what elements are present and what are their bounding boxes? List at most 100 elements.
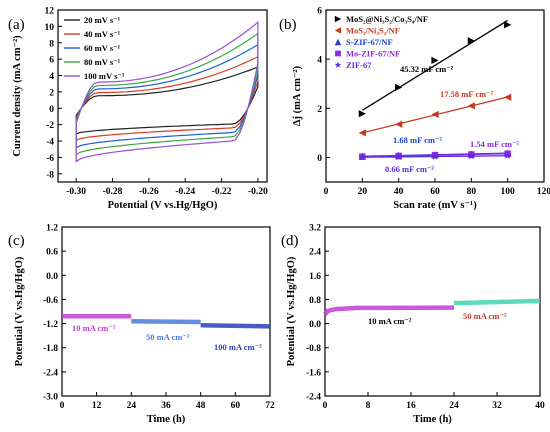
x-axis-label: Scan rate (mV s⁻¹) [393,200,477,211]
panel-label: (a) [8,17,25,33]
x-tick-label: 40 [535,401,545,411]
x-tick-label: 0 [60,401,65,411]
legend-label: 40 mV s⁻¹ [84,29,121,39]
data-point [335,50,341,57]
cv-curve [75,55,259,142]
y-tick-label: 0 [317,154,322,164]
y-tick-label: 6 [49,56,54,66]
panel-a-cv-curves: -0.30 -0.28 -0.26 -0.24 -0.22 -0.20 -8 -6 -4 -2 0 2… [8,7,268,212]
current-density-label: 10 mA cm⁻² [368,316,412,326]
plot-frame [61,226,271,397]
y-tick-label: 10 [45,23,55,33]
fit-line [361,19,509,111]
plot-frame [324,226,541,397]
data-point [395,120,403,128]
y-tick-label: 3.2 [309,224,321,234]
y-tick-label: 2.4 [309,248,321,258]
data-point [358,129,366,137]
data-point [467,102,475,110]
x-axis-label: Potential (V vs.Hg/HgO) [108,200,218,211]
x-axis-label: Time (h) [147,414,186,425]
legend-label: 80 mV s⁻¹ [84,57,121,67]
x-tick-label: 48 [196,401,206,411]
panel-d-stability-plot: 0 8 16 24 32 40 -2.4 -1.6 -0.8 0.0 0.8 1.6 2.4 3.2 Tim… [281,224,545,426]
y-tick-label: 8 [49,39,54,49]
y-tick-label: -1.2 [43,320,58,330]
x-tick-label: 60 [430,187,440,197]
x-tick-label: 16 [406,401,416,411]
data-point [334,27,342,34]
data-point [504,21,512,29]
data-point [358,110,366,118]
y-axis-label: Δj (mA cm⁻²) [292,65,303,126]
y-tick-label: 0.6 [46,248,58,258]
data-point [395,83,403,91]
x-tick-label: 0 [323,401,328,411]
y-axis-label: Potential (V vs.Hg/HgO) [14,256,25,366]
stability-trace [200,322,271,329]
x-tick-label: 24 [127,401,137,411]
y-tick-label: -8 [46,170,54,180]
current-density-label: 10 mA cm⁻² [72,323,116,333]
y-tick-label: -0.8 [306,344,321,354]
legend-label: MoS₂@Ni₃S₂/Co₃S₄/NF [346,14,428,24]
panel-label: (d) [281,233,299,249]
x-tick-label: -0.24 [175,187,195,197]
y-tick-label: -2 [46,121,54,131]
x-tick-label: 0 [324,187,329,197]
data-point [431,152,439,160]
x-tick-label: 24 [449,401,459,411]
panel-label: (b) [279,17,297,33]
x-tick-label: 20 [358,187,368,197]
y-tick-label: 1.2 [46,224,58,234]
legend-label: MoS₂/Ni₃S₂/NF [346,26,400,36]
y-tick-label: -0.6 [43,296,58,306]
cv-curve [75,43,259,149]
cv-curve [75,32,259,156]
y-tick-label: 4 [49,72,54,82]
y-tick-label: 0.0 [309,320,321,330]
x-tick-label: 40 [394,187,404,197]
stability-trace [323,305,455,316]
x-tick-label: -0.20 [248,187,268,197]
data-point [431,56,439,64]
y-tick-label: 2 [317,105,322,115]
y-tick-label: 0.8 [309,296,321,306]
data-point [394,153,403,161]
stability-trace [131,318,201,325]
x-tick-label: 72 [265,401,275,411]
y-tick-label: -1.8 [43,344,58,354]
capacitance-annotation: 0.66 mF cm⁻² [385,164,434,174]
data-point [334,61,342,68]
x-tick-label: -0.22 [212,187,232,197]
capacitance-annotation: 17.58 mF cm⁻² [440,89,494,99]
data-point [358,153,367,161]
legend-label: ZIF-67 [346,60,372,70]
y-tick-label: -4 [46,138,54,148]
y-tick-label: -2.4 [306,393,321,403]
x-tick-label: 36 [161,401,171,411]
y-tick-label: 0.0 [46,272,58,282]
capacitance-annotation: 1.68 mF cm⁻² [393,135,442,145]
x-tick-label: 120 [537,187,550,197]
y-axis-label: Current density (mA cm⁻²) [12,35,23,157]
current-density-label: 50 mA cm⁻² [463,311,507,321]
y-tick-label: 2 [49,88,54,98]
y-tick-label: 0 [49,105,54,115]
data-point [504,93,512,101]
y-tick-label: -1.6 [306,368,321,378]
panel-c-stability-plot: 0 12 24 36 48 60 72 -3.0 -2.4 -1.8 -1.2 -0.6 0.0 0.6 1… [8,224,275,426]
y-tick-label: 6 [317,7,322,17]
x-tick-label: 12 [92,401,102,411]
panel-label: (c) [8,233,25,249]
current-density-label: 100 mA cm⁻² [214,342,262,352]
data-point [334,15,342,23]
data-point [467,37,475,45]
x-tick-label: 8 [366,401,371,411]
legend-label: 20 mV s⁻¹ [84,15,121,25]
y-tick-label: -6 [46,154,54,164]
legend-label: 60 mV s⁻¹ [84,43,121,53]
x-tick-label: 80 [467,187,477,197]
cv-curve [75,21,259,163]
